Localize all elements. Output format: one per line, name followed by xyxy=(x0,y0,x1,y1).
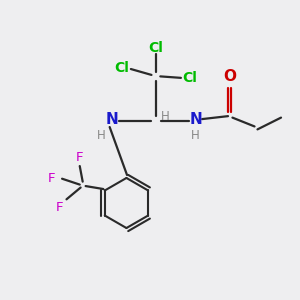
Text: F: F xyxy=(48,172,56,185)
Text: H: H xyxy=(191,129,200,142)
Text: N: N xyxy=(189,112,202,127)
Text: Cl: Cl xyxy=(115,61,130,75)
Text: H: H xyxy=(97,129,106,142)
Text: Cl: Cl xyxy=(148,40,163,55)
Text: F: F xyxy=(56,201,63,214)
Text: N: N xyxy=(105,112,118,127)
Text: O: O xyxy=(223,69,236,84)
Text: F: F xyxy=(76,151,83,164)
Text: Cl: Cl xyxy=(182,71,197,85)
Text: H: H xyxy=(161,110,170,123)
